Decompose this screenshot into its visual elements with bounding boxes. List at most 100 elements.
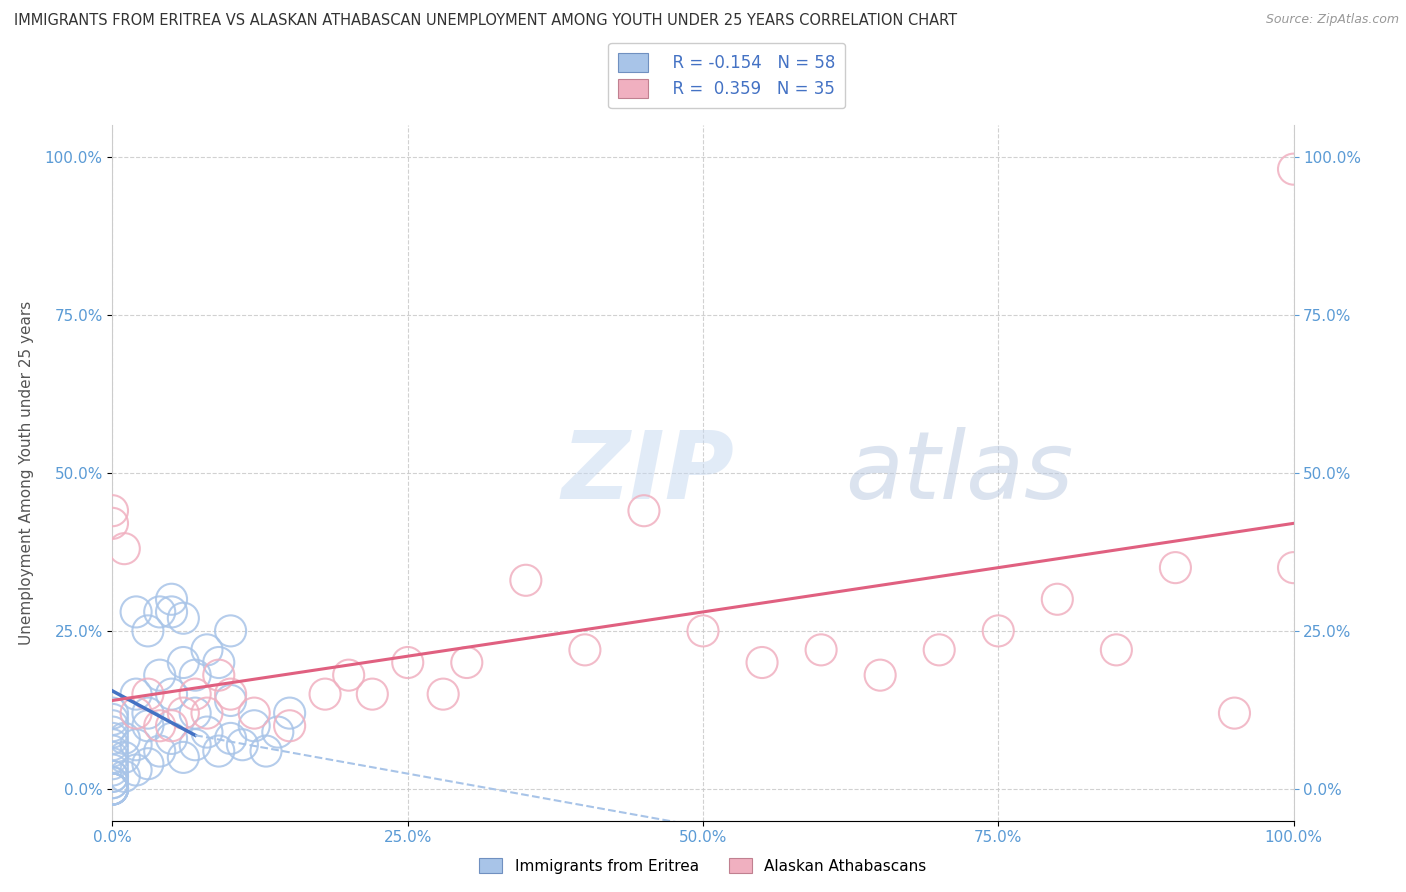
Point	[231, 738, 253, 752]
Point	[160, 592, 183, 607]
Point	[101, 706, 124, 720]
Point	[1282, 560, 1305, 574]
Legend:   R = -0.154   N = 58,   R =  0.359   N = 35: R = -0.154 N = 58, R = 0.359 N = 35	[609, 43, 845, 108]
Point	[172, 611, 194, 625]
Point	[101, 775, 124, 789]
Point	[208, 668, 231, 682]
Point	[101, 744, 124, 758]
Point	[101, 782, 124, 797]
Point	[219, 687, 242, 701]
Point	[101, 769, 124, 783]
Point	[1105, 643, 1128, 657]
Point	[337, 668, 360, 682]
Point	[432, 687, 454, 701]
Point	[101, 782, 124, 797]
Point	[101, 775, 124, 789]
Point	[314, 687, 336, 701]
Point	[928, 643, 950, 657]
Point	[101, 782, 124, 797]
Point	[195, 643, 218, 657]
Point	[633, 504, 655, 518]
Point	[101, 782, 124, 797]
Point	[208, 656, 231, 670]
Point	[136, 756, 159, 771]
Point	[172, 750, 194, 764]
Point	[149, 719, 172, 733]
Point	[101, 782, 124, 797]
Point	[112, 769, 135, 783]
Point	[869, 668, 891, 682]
Point	[101, 769, 124, 783]
Text: IMMIGRANTS FROM ERITREA VS ALASKAN ATHABASCAN UNEMPLOYMENT AMONG YOUTH UNDER 25 : IMMIGRANTS FROM ERITREA VS ALASKAN ATHAB…	[14, 13, 957, 29]
Point	[515, 574, 537, 588]
Point	[243, 706, 266, 720]
Point	[112, 750, 135, 764]
Point	[101, 713, 124, 727]
Point	[1046, 592, 1069, 607]
Point	[184, 668, 207, 682]
Point	[361, 687, 384, 701]
Point	[184, 687, 207, 701]
Point	[101, 782, 124, 797]
Point	[112, 731, 135, 746]
Point	[219, 693, 242, 707]
Point	[149, 744, 172, 758]
Point	[278, 706, 301, 720]
Point	[160, 605, 183, 619]
Point	[136, 719, 159, 733]
Text: ZIP: ZIP	[561, 426, 734, 519]
Point	[574, 643, 596, 657]
Point	[456, 656, 478, 670]
Point	[101, 731, 124, 746]
Point	[219, 731, 242, 746]
Point	[101, 516, 124, 531]
Point	[243, 719, 266, 733]
Point	[396, 656, 419, 670]
Point	[184, 706, 207, 720]
Point	[278, 719, 301, 733]
Point	[219, 624, 242, 638]
Text: Source: ZipAtlas.com: Source: ZipAtlas.com	[1265, 13, 1399, 27]
Point	[125, 763, 148, 777]
Point	[112, 541, 135, 556]
Point	[172, 706, 194, 720]
Text: atlas: atlas	[845, 427, 1073, 518]
Point	[149, 605, 172, 619]
Point	[125, 738, 148, 752]
Point	[1223, 706, 1246, 720]
Point	[160, 719, 183, 733]
Point	[136, 687, 159, 701]
Point	[751, 656, 773, 670]
Point	[267, 725, 290, 739]
Point	[101, 782, 124, 797]
Point	[101, 756, 124, 771]
Point	[101, 782, 124, 797]
Point	[149, 668, 172, 682]
Point	[125, 706, 148, 720]
Legend: Immigrants from Eritrea, Alaskan Athabascans: Immigrants from Eritrea, Alaskan Athabas…	[474, 852, 932, 880]
Point	[987, 624, 1010, 638]
Point	[160, 731, 183, 746]
Point	[184, 738, 207, 752]
Point	[125, 605, 148, 619]
Point	[208, 744, 231, 758]
Point	[125, 687, 148, 701]
Point	[101, 750, 124, 764]
Point	[136, 706, 159, 720]
Point	[101, 725, 124, 739]
Point	[692, 624, 714, 638]
Point	[1164, 560, 1187, 574]
Point	[101, 763, 124, 777]
Point	[254, 744, 277, 758]
Point	[101, 719, 124, 733]
Point	[101, 504, 124, 518]
Y-axis label: Unemployment Among Youth under 25 years: Unemployment Among Youth under 25 years	[18, 301, 34, 645]
Point	[172, 656, 194, 670]
Point	[195, 725, 218, 739]
Point	[810, 643, 832, 657]
Point	[136, 624, 159, 638]
Point	[195, 706, 218, 720]
Point	[160, 687, 183, 701]
Point	[1282, 162, 1305, 177]
Point	[101, 738, 124, 752]
